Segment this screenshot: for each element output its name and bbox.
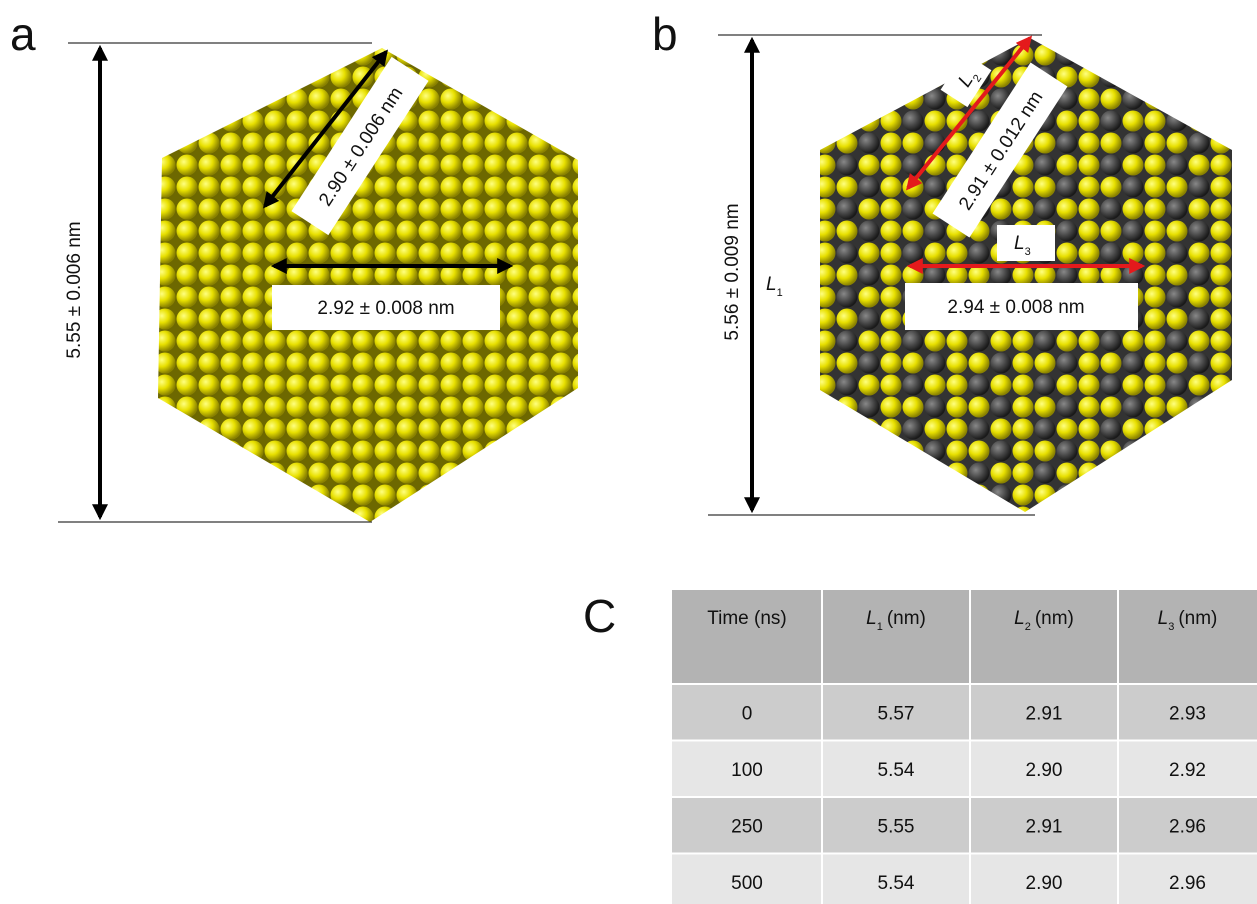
subscript: 3 bbox=[1168, 621, 1174, 633]
subscript: 1 bbox=[777, 287, 783, 299]
symbol: L bbox=[1014, 608, 1025, 629]
header-cell bbox=[822, 590, 970, 684]
width-label: 2.94 ± 0.008 nm bbox=[947, 297, 1084, 318]
cell-text: 2.96 bbox=[1169, 873, 1206, 894]
symbol: L bbox=[866, 608, 877, 629]
symbol-label: L1 bbox=[766, 274, 783, 299]
subscript: 3 bbox=[1025, 246, 1031, 258]
height-label: 5.55 ± 0.006 nm bbox=[64, 221, 85, 358]
header-cell bbox=[672, 590, 822, 684]
height-label: 5.56 ± 0.009 nm bbox=[722, 203, 743, 340]
cell-text: 2.91 bbox=[1026, 703, 1063, 724]
symbol: L bbox=[1158, 608, 1169, 629]
cell-text: 0 bbox=[742, 703, 753, 724]
cell-text: 2.96 bbox=[1169, 816, 1206, 837]
cell-text: 5.54 bbox=[878, 760, 915, 781]
cell-text: 2.91 bbox=[1026, 816, 1063, 837]
width-label: 2.92 ± 0.008 nm bbox=[317, 298, 454, 319]
symbol: L bbox=[766, 274, 777, 295]
cell-text: 250 bbox=[731, 816, 763, 837]
unit: (nm) bbox=[887, 608, 926, 629]
header-text: Time (ns) bbox=[707, 608, 787, 629]
unit: (nm) bbox=[1178, 608, 1217, 629]
cell-text: 5.54 bbox=[878, 873, 915, 894]
cell-text: 2.93 bbox=[1169, 703, 1206, 724]
subscript: 1 bbox=[877, 621, 883, 633]
cell-text: 5.57 bbox=[878, 703, 915, 724]
unit: (nm) bbox=[1035, 608, 1074, 629]
cell-text: 2.92 bbox=[1169, 760, 1206, 781]
subscript: 2 bbox=[1025, 621, 1031, 633]
cell-text: 5.55 bbox=[878, 816, 915, 837]
header-cell bbox=[1118, 590, 1257, 684]
cell-text: 2.90 bbox=[1026, 873, 1063, 894]
cell-text: 500 bbox=[731, 873, 763, 894]
header-cell bbox=[970, 590, 1118, 684]
cell-text: 100 bbox=[731, 760, 763, 781]
panel-label: b bbox=[652, 8, 678, 60]
symbol: L bbox=[1014, 233, 1025, 254]
panel-label: a bbox=[10, 8, 36, 60]
cell-text: 2.90 bbox=[1026, 760, 1063, 781]
figure: a 5.55 ± 0.006 nm 2.90 ± 0.006 nm 2.92 ±… bbox=[0, 0, 1257, 904]
panel-label: C bbox=[583, 590, 616, 642]
